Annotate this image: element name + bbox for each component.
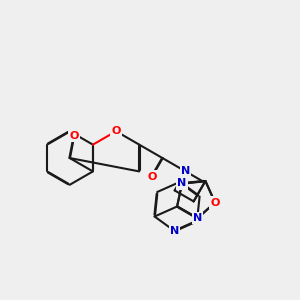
Text: O: O	[210, 197, 220, 208]
Text: N: N	[193, 213, 202, 223]
Text: O: O	[111, 126, 121, 136]
Text: N: N	[177, 178, 187, 188]
Text: N: N	[170, 226, 179, 236]
Text: O: O	[147, 172, 156, 182]
Text: O: O	[69, 131, 79, 141]
Text: N: N	[181, 167, 190, 176]
